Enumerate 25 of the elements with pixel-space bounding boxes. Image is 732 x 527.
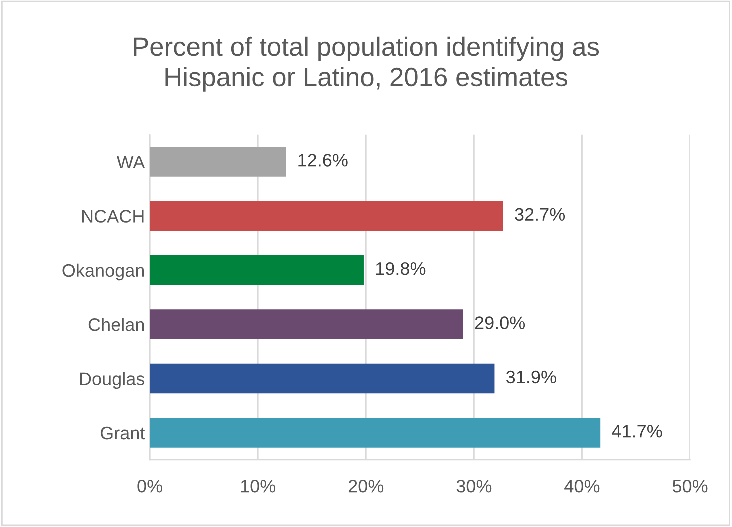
data-label: 29.0% (475, 316, 526, 330)
x-tick-label: 30% (456, 480, 492, 493)
data-label: 31.9% (506, 370, 556, 384)
data-label: 41.7% (612, 425, 662, 438)
data-label: 12.6% (298, 154, 348, 167)
y-tick-label: Okanogan (62, 264, 144, 281)
x-tick-label: 0% (138, 480, 162, 493)
data-label: 32.7% (515, 208, 566, 222)
bar (150, 255, 364, 286)
data-label: 19.8% (376, 262, 426, 276)
x-tick-label: 20% (348, 480, 384, 493)
bar (150, 201, 504, 232)
y-tick-label: WA (116, 156, 146, 169)
x-tick-label: 10% (241, 480, 276, 493)
x-tick-label: 50% (672, 480, 708, 493)
bar (150, 310, 464, 340)
x-tick-label: 40% (564, 480, 600, 493)
y-tick-label: Douglas (80, 372, 145, 390)
y-tick-label: Grant (100, 426, 146, 440)
bar (150, 364, 495, 394)
chart-title: Percent of total population identifying as Hispanic or Latino, 2016 estimates (134, 36, 600, 92)
y-tick-label: Chelan (88, 318, 144, 332)
bar (150, 418, 601, 448)
bar (150, 147, 286, 177)
y-tick-label: NCACH (82, 210, 144, 223)
